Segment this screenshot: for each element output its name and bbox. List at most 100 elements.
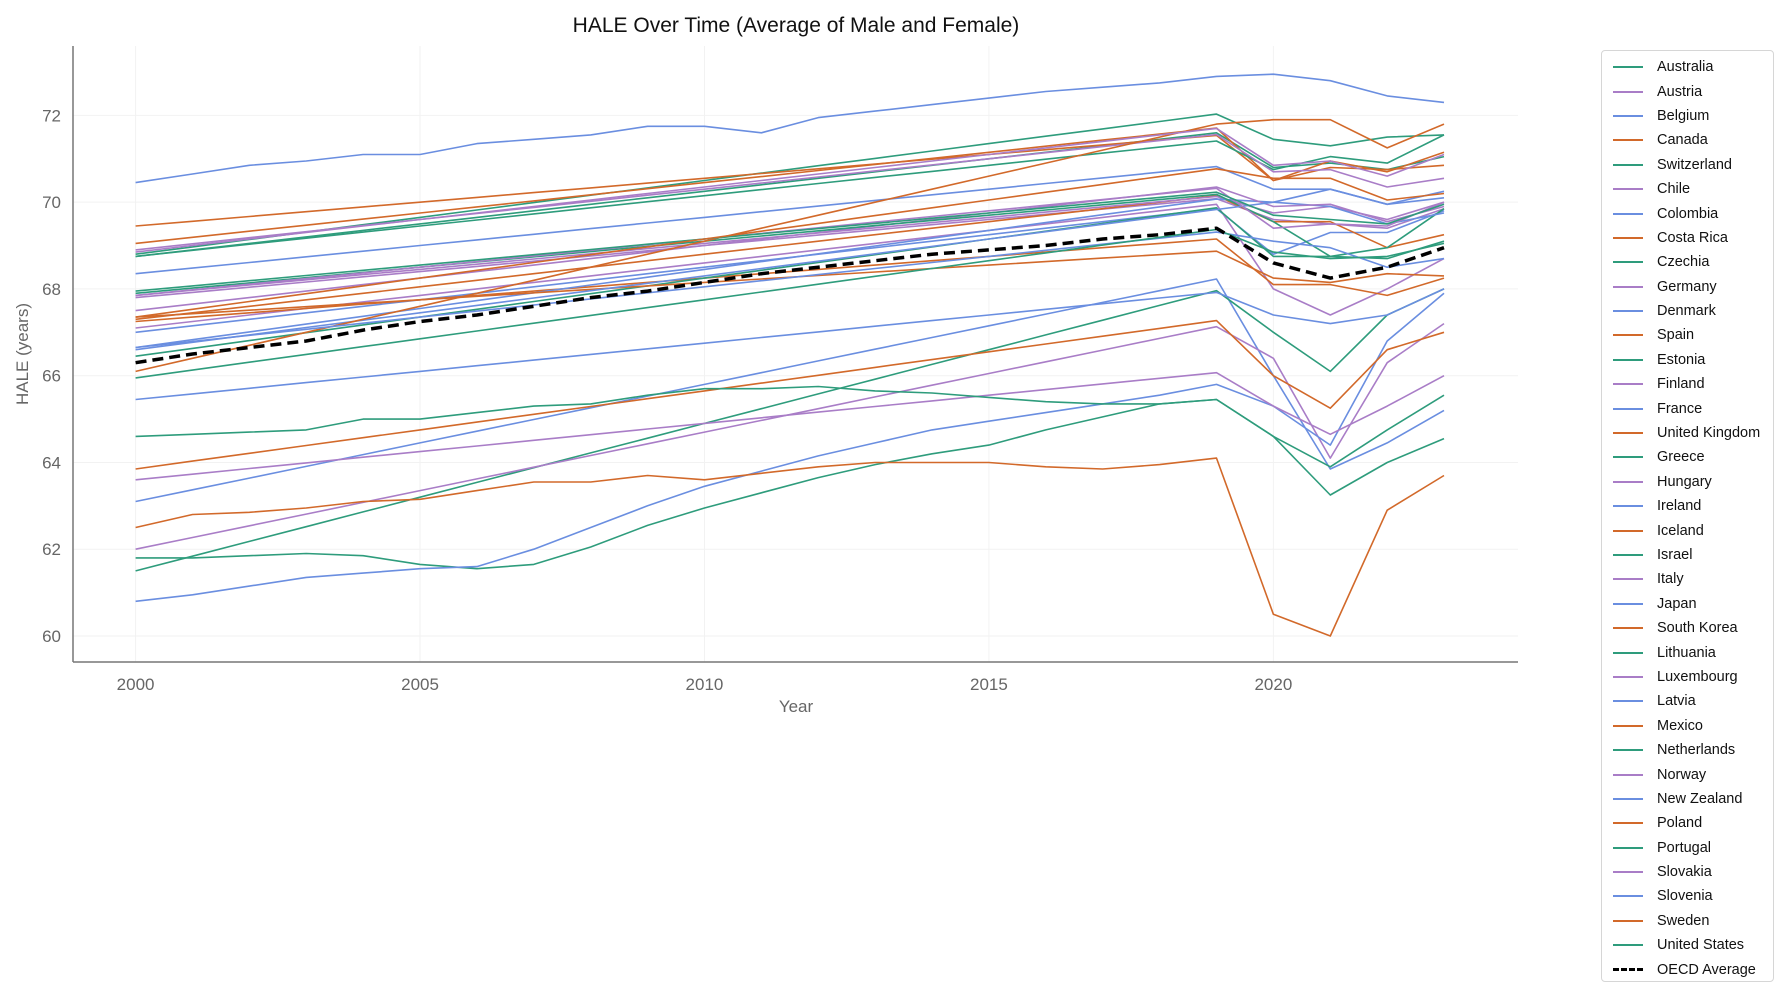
series-line-costa-rica [135,238,1445,323]
legend-item-greece: Greece [1602,445,1773,469]
legend-swatch [1613,261,1643,264]
legend-label: Estonia [1657,351,1706,368]
legend-swatch [1613,90,1643,93]
legend-item-australia: Australia [1602,55,1773,79]
legend-item-estonia: Estonia [1602,348,1773,372]
legend-item-colombia: Colombia [1602,201,1773,225]
legend-item-luxembourg: Luxembourg [1602,665,1773,689]
series-line-portugal [135,228,1445,379]
legend-swatch [1613,944,1643,947]
legend-swatch [1613,480,1643,483]
legend-swatch [1613,407,1643,410]
legend-swatch [1613,749,1643,752]
x-tick-label: 2015 [970,675,1008,694]
legend-swatch [1613,358,1643,361]
legend-swatch [1613,700,1643,703]
legend-label: Chile [1657,181,1691,198]
legend-item-denmark: Denmark [1602,299,1773,323]
legend-item-latvia: Latvia [1602,689,1773,713]
legend-label: Norway [1657,766,1707,783]
series-line-iceland [135,134,1445,227]
legend-item-chile: Chile [1602,177,1773,201]
y-axis-label: HALE (years) [13,303,32,405]
legend-label: Netherlands [1657,742,1736,759]
legend-swatch [1613,871,1643,874]
legend-item-finland: Finland [1602,372,1773,396]
legend-label: Greece [1657,449,1705,466]
legend-label: Israel [1657,547,1693,563]
legend-item-mexico: Mexico [1602,714,1773,738]
legend-item-south-korea: South Korea [1602,616,1773,640]
legend-label: Spain [1657,327,1695,344]
x-tick-label: 2010 [686,675,724,694]
legend-item-switzerland: Switzerland [1602,153,1773,177]
legend-label: Finland [1657,376,1705,393]
legend-label: Costa Rica [1657,229,1728,246]
legend-label: Hungary [1657,473,1712,490]
legend-item-belgium: Belgium [1602,104,1773,128]
legend-label: Australia [1657,59,1714,76]
legend-item-sweden: Sweden [1602,909,1773,933]
legend-swatch [1613,968,1643,972]
legend-label: Lithuania [1657,644,1716,661]
series-lines [135,73,1445,637]
legend-label: Colombia [1657,205,1719,222]
legend-item-poland: Poland [1602,811,1773,835]
legend-item-costa-rica: Costa Rica [1602,226,1773,250]
legend-item-slovenia: Slovenia [1602,884,1773,908]
legend-item-spain: Spain [1602,323,1773,347]
legend-swatch [1613,797,1643,800]
legend-swatch [1613,651,1643,654]
legend-swatch [1613,602,1643,605]
legend-swatch [1613,578,1643,581]
series-line-oecd-average [135,226,1445,365]
series-line-slovakia [135,371,1445,481]
legend-swatch [1613,627,1643,630]
legend-item-canada: Canada [1602,128,1773,152]
series-line-spain [135,127,1445,245]
legend-label: United Kingdom [1657,425,1761,442]
legend-item-lithuania: Lithuania [1602,640,1773,664]
series-line-united-states [135,385,1445,468]
legend-label: New Zealand [1657,790,1743,807]
series-line-mexico [135,457,1445,637]
y-tick-label: 64 [42,453,61,472]
legend-swatch [1613,383,1643,386]
legend-label: Latvia [1657,693,1696,710]
series-line-poland [135,319,1445,470]
chart-title: HALE Over Time (Average of Male and Fema… [573,14,1020,37]
legend-swatch [1613,895,1643,898]
legend-swatch [1613,212,1643,215]
y-tick-label: 68 [42,280,61,299]
legend-item-germany: Germany [1602,275,1773,299]
legend-item-new-zealand: New Zealand [1602,787,1773,811]
legend-label: United States [1657,937,1745,954]
legend-label: Sweden [1657,912,1710,929]
series-line-austria [135,197,1445,299]
legend-label: Canada [1657,132,1708,149]
x-tick-label: 2005 [401,675,439,694]
legend-swatch [1613,188,1643,191]
legend-label: Luxembourg [1657,668,1738,685]
legend-label: Portugal [1657,839,1712,856]
series-line-colombia [135,278,1445,503]
x-tick-labels: 2000 2005 2010 2015 2020 [117,675,1293,694]
legend-item-slovakia: Slovakia [1602,860,1773,884]
legend-swatch [1613,114,1643,117]
legend-swatch [1613,846,1643,849]
legend-label: Iceland [1657,522,1704,539]
legend-item-united-states: United States [1602,933,1773,957]
legend-item-ireland: Ireland [1602,494,1773,518]
legend-item-norway: Norway [1602,762,1773,786]
legend-swatch [1613,66,1643,69]
y-tick-labels: 60 62 64 66 68 70 72 [42,106,61,646]
legend-label: Italy [1657,571,1684,588]
series-line-czechia [135,207,1445,357]
legend-label: Austria [1657,83,1703,100]
legend-item-united-kingdom: United Kingdom [1602,421,1773,445]
legend: Australia Austria Belgium Canada Switzerland… [1601,50,1774,982]
series-line-sweden [135,168,1445,318]
legend-swatch [1613,675,1643,678]
series-line-hungary [135,322,1445,550]
legend-label: Czechia [1657,254,1710,271]
